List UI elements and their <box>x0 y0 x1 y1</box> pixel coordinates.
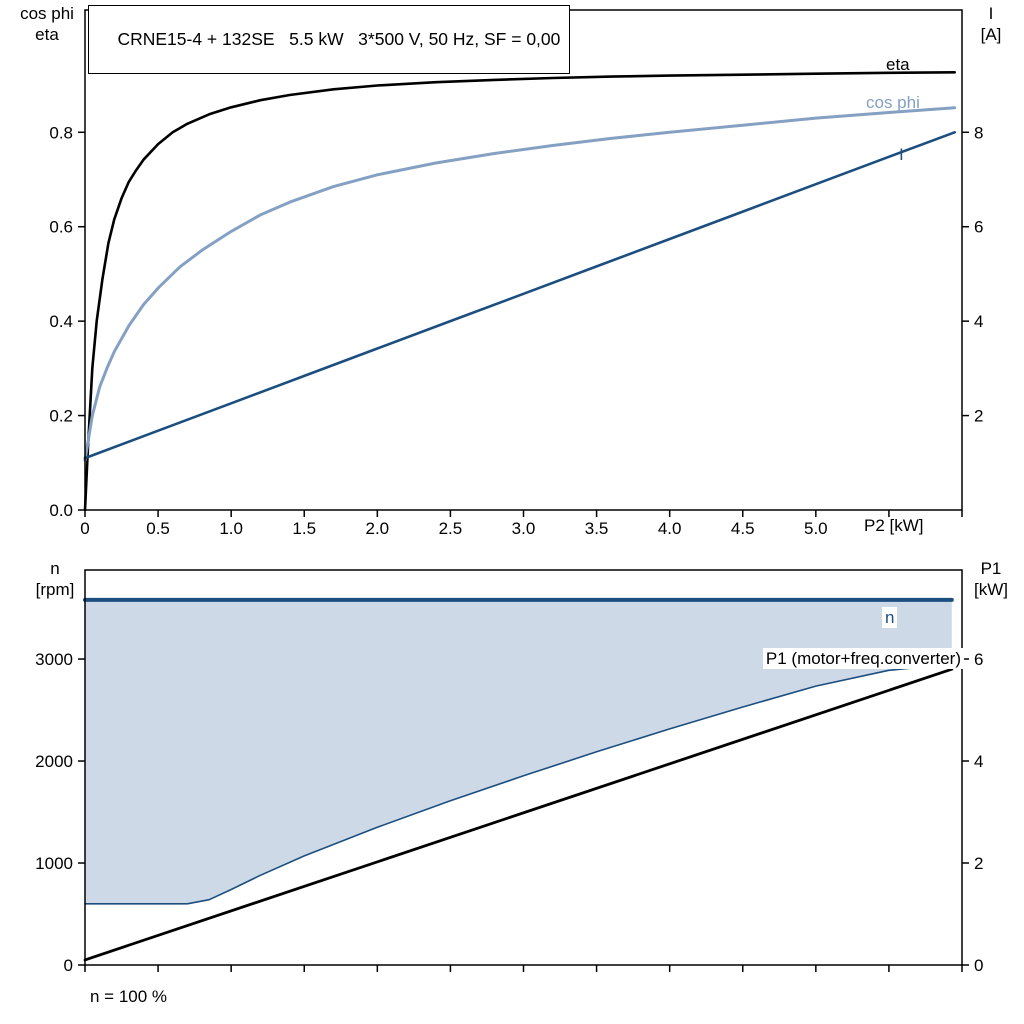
axis-title-eta: eta <box>35 25 59 44</box>
speed-curve-label: n <box>882 607 898 628</box>
chart-title-box: CRNE15-4 + 132SE 5.5 kW 3*500 V, 50 Hz, … <box>88 5 571 74</box>
svg-text:1.5: 1.5 <box>292 519 316 538</box>
cos-phi-curve-label: cos phi <box>866 93 920 112</box>
svg-text:4.0: 4.0 <box>658 519 682 538</box>
axis-title-p1: P1 <box>980 559 1002 578</box>
svg-text:0.5: 0.5 <box>146 519 170 538</box>
svg-text:1.0: 1.0 <box>219 519 243 538</box>
axis-title-cos-phi: cos phi <box>20 4 74 23</box>
speed-input-power-chart: 0 1000 2000 3000 0 2 4 6 <box>35 569 983 975</box>
svg-text:2: 2 <box>974 407 983 426</box>
power-factor-efficiency-current-chart: 0 0.5 1.0 1.5 2.0 2.5 3.0 3.5 4.0 4.5 5.0 0.0 0.2 0.4… <box>49 9 983 538</box>
svg-text:4: 4 <box>974 752 983 771</box>
top-right-axis-title: I [A] <box>958 3 1024 45</box>
bottom-right-axis-title: P1 [kW] <box>958 558 1024 600</box>
svg-text:2.0: 2.0 <box>366 519 390 538</box>
svg-text:5.0: 5.0 <box>804 519 828 538</box>
svg-text:3.0: 3.0 <box>512 519 536 538</box>
bottom-left-axis-title: n [rpm] <box>10 558 100 600</box>
axis-title-current: I <box>988 4 994 23</box>
svg-text:0.2: 0.2 <box>49 407 73 426</box>
p1-curve-label: P1 (motor+freq.converter) <box>762 648 964 669</box>
svg-text:0.6: 0.6 <box>49 218 73 237</box>
svg-text:8: 8 <box>974 123 983 142</box>
current-curve-label: I <box>899 145 904 164</box>
axis-title-current-unit: [A] <box>980 25 1002 44</box>
x-axis-label: P2 [kW] <box>864 516 924 535</box>
eta-curve-label: eta <box>886 55 910 74</box>
svg-text:6: 6 <box>974 650 983 669</box>
axis-title-speed: n <box>50 559 60 578</box>
svg-text:0: 0 <box>974 956 983 975</box>
chart-title: CRNE15-4 + 132SE 5.5 kW 3*500 V, 50 Hz, … <box>117 29 561 49</box>
top-left-axis-title: cos phi eta <box>6 3 88 45</box>
svg-text:4.5: 4.5 <box>731 519 755 538</box>
svg-text:0: 0 <box>80 519 89 538</box>
svg-text:2.5: 2.5 <box>439 519 463 538</box>
speed-annotation: n = 100 % <box>90 987 168 1006</box>
svg-text:0.0: 0.0 <box>49 501 73 520</box>
svg-text:2000: 2000 <box>35 752 73 771</box>
svg-text:0.8: 0.8 <box>49 123 73 142</box>
svg-text:3.5: 3.5 <box>585 519 609 538</box>
axis-title-p1-unit: [kW] <box>974 580 1008 599</box>
svg-text:3000: 3000 <box>35 650 73 669</box>
svg-text:4: 4 <box>974 312 983 331</box>
svg-text:6: 6 <box>974 218 983 237</box>
svg-text:0: 0 <box>64 956 73 975</box>
svg-text:2: 2 <box>974 854 983 873</box>
svg-text:0.4: 0.4 <box>49 312 73 331</box>
svg-text:1000: 1000 <box>35 854 73 873</box>
axis-title-speed-unit: [rpm] <box>35 580 75 599</box>
